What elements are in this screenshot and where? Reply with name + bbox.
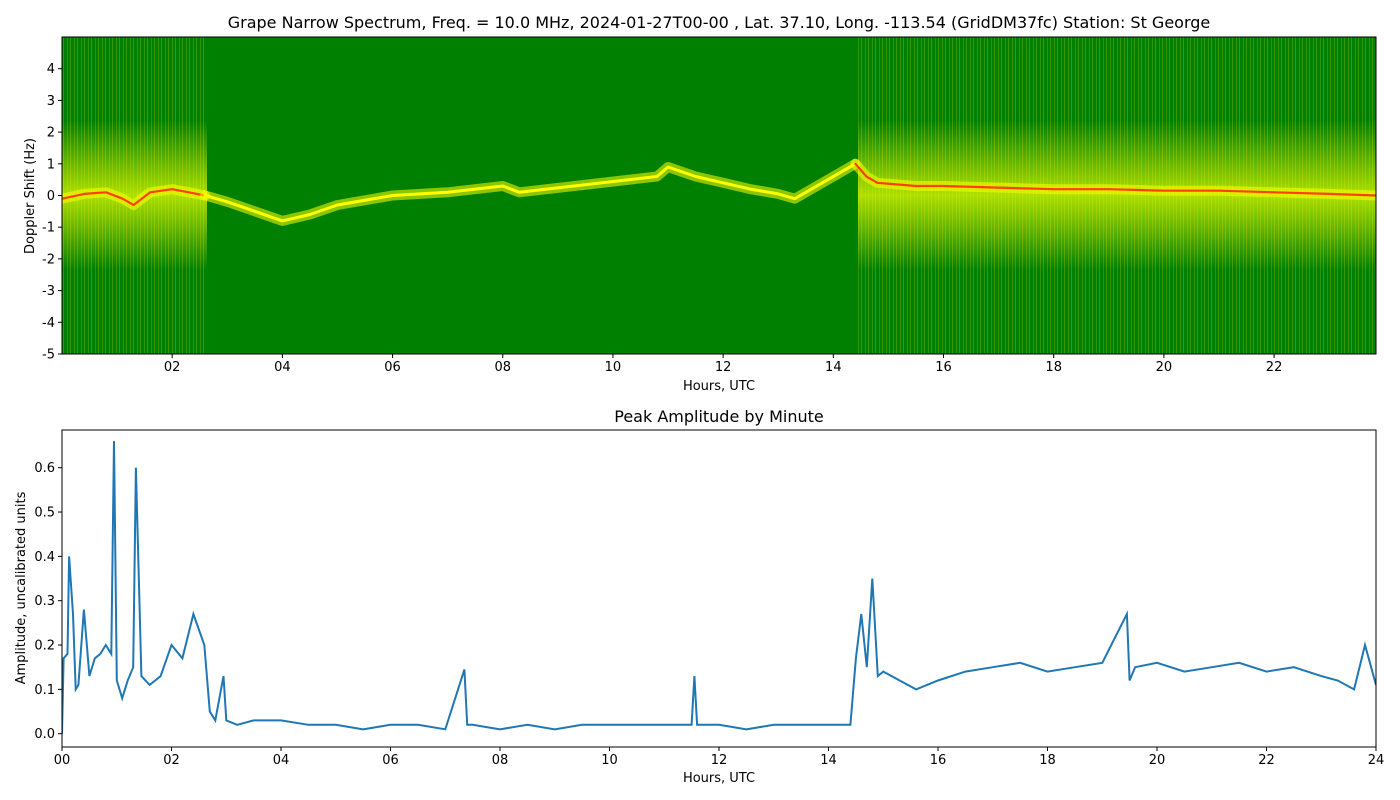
spectrogram-x-label: Hours, UTC [683,379,755,394]
spectrogram-peak-trace [62,158,1376,226]
amplitude-title: Peak Amplitude by Minute [614,407,824,426]
amplitude-x-tick-label: 18 [1039,753,1056,768]
amplitude-x-ticks: 00 02 04 06 08 10 12 14 16 18 20 22 24 [54,747,1385,768]
spectrogram-x-tick-label: 18 [1045,360,1062,375]
amplitude-x-label: Hours, UTC [683,771,755,786]
spectrogram-x-tick-label: 06 [384,360,401,375]
amplitude-x-tick-label: 00 [54,753,71,768]
amplitude-y-tick-label: 0.0 [34,727,55,742]
spectrogram-y-tick-label: -5 [42,348,55,363]
spectrogram-y-tick-label: 3 [47,94,55,109]
spectrogram-chart: Grape Narrow Spectrum, Freq. = 10.0 MHz,… [23,13,1377,394]
spectrogram-y-tick-label: -3 [42,284,55,299]
spectrogram-trace-line [203,162,857,223]
amplitude-y-tick-label: 0.3 [34,594,55,609]
amplitude-y-tick-label: 0.6 [34,461,55,476]
spectrogram-title: Grape Narrow Spectrum, Freq. = 10.0 MHz,… [228,13,1211,32]
spectrogram-x-tick-label: 04 [274,360,291,375]
amplitude-x-tick-label: 08 [492,753,509,768]
amplitude-x-tick-label: 24 [1368,753,1385,768]
spectrogram-x-tick-label: 14 [825,360,842,375]
spectrogram-y-tick-label: -4 [42,316,55,331]
spectrogram-y-ticks: -5 -4 -3 -2 -1 0 1 2 3 4 [42,62,62,363]
spectrogram-y-label: Doppler Shift (Hz) [23,138,38,254]
amplitude-x-tick-label: 10 [601,753,618,768]
spectrogram-trace-line [62,188,207,207]
spectrogram-y-tick-label: 0 [47,189,55,204]
spectrogram-y-tick-label: 1 [47,157,55,172]
spectrogram-y-tick-label: 4 [47,62,55,77]
amplitude-x-tick-label: 04 [273,753,290,768]
amplitude-y-tick-label: 0.5 [34,506,55,521]
spectrogram-x-tick-label: 16 [935,360,952,375]
amplitude-x-tick-label: 12 [711,753,728,768]
spectrogram-x-tick-label: 22 [1266,360,1283,375]
amplitude-x-tick-label: 20 [1149,753,1166,768]
spectrogram-y-tick-label: -1 [42,221,55,236]
amplitude-y-tick-label: 0.2 [34,639,55,654]
spectrogram-y-tick-label: -2 [42,252,55,267]
amplitude-series-line [62,441,1376,734]
spectrogram-x-tick-label: 20 [1156,360,1173,375]
amplitude-x-tick-label: 22 [1258,753,1275,768]
amplitude-x-tick-label: 16 [930,753,947,768]
spectrogram-x-tick-label: 12 [715,360,732,375]
spectrogram-x-ticks: 02 04 06 08 10 12 14 16 18 20 22 [164,354,1282,375]
amplitude-y-ticks: 0.0 0.1 0.2 0.3 0.4 0.5 0.6 [34,461,62,742]
spectrogram-x-tick-label: 02 [164,360,181,375]
amplitude-x-tick-label: 14 [820,753,837,768]
amplitude-y-label: Amplitude, uncalibrated units [14,491,29,684]
amplitude-plot-area [62,430,1376,747]
spectrogram-x-tick-label: 08 [494,360,511,375]
spectrogram-trace-line [854,162,1376,197]
spectrogram-y-tick-label: 2 [47,126,55,141]
amplitude-y-tick-label: 0.1 [34,683,55,698]
amplitude-x-tick-label: 06 [382,753,399,768]
amplitude-y-tick-label: 0.4 [34,550,55,565]
amplitude-x-tick-label: 02 [163,753,180,768]
amplitude-chart: Peak Amplitude by Minute 00 02 04 06 08 10 12 1… [14,407,1384,786]
spectrogram-x-tick-label: 10 [605,360,622,375]
